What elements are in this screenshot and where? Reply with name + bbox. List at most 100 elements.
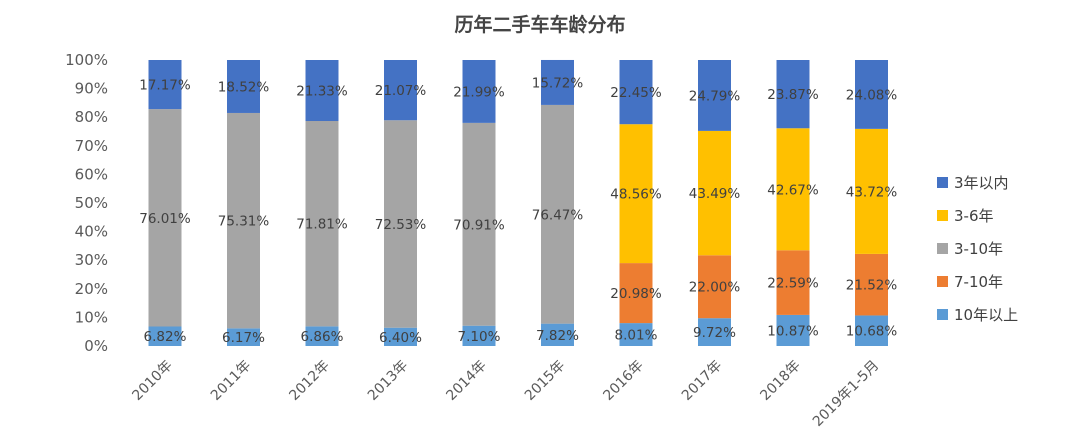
data-label: 15.72%: [532, 75, 584, 91]
legend: 3年以内 3-6年 3-10年 7-10年 10年以上: [937, 174, 1018, 324]
bar-segment: [462, 325, 496, 346]
data-label: 7.10%: [458, 329, 501, 345]
bar-column: 7.82% 76.47% 15.72%: [532, 59, 584, 346]
y-tick-label: 30%: [75, 251, 108, 269]
data-label: 21.33%: [296, 84, 348, 100]
data-label: 48.56%: [610, 187, 662, 203]
bar-segment: [619, 263, 653, 324]
data-label: 10.68%: [846, 324, 898, 340]
bar-segment: [776, 60, 810, 129]
legend-swatch: [937, 177, 948, 188]
bar-column: 10.68% 21.52% 43.72% 24.08%: [846, 60, 898, 346]
bar-segment: [776, 128, 810, 251]
legend-item: 10年以上: [937, 306, 1018, 324]
data-label: 6.82%: [144, 329, 187, 345]
y-tick-label: 90%: [75, 80, 108, 98]
x-tick-label: 2017年: [679, 358, 725, 404]
bar-segment: [148, 109, 182, 327]
bar-segment: [855, 60, 888, 129]
data-label: 18.52%: [218, 79, 270, 95]
chart-title: 历年二手车车龄分布: [454, 13, 625, 36]
data-label: 21.99%: [453, 84, 505, 100]
bar-segment: [541, 59, 574, 105]
bar-column: 6.17% 75.31% 18.52%: [218, 60, 270, 346]
bar-segment: [227, 112, 260, 329]
legend-label: 3-10年: [954, 240, 1003, 258]
x-tick-label: 2019年1-5月: [810, 358, 882, 430]
y-tick-label: 80%: [75, 108, 108, 126]
bar-segment: [619, 323, 653, 346]
bar-segment: [227, 328, 260, 346]
y-tick-label: 10%: [75, 308, 108, 326]
bar-segment: [462, 60, 496, 123]
data-label: 24.08%: [846, 87, 898, 103]
data-label: 76.47%: [532, 207, 584, 223]
data-label: 43.49%: [689, 186, 741, 202]
bar-segment: [541, 104, 574, 324]
y-axis: 0% 10% 20% 30% 40% 50% 60% 70% 80% 90% 100%: [65, 51, 108, 355]
x-tick-label: 2010年: [129, 358, 175, 404]
data-label: 76.01%: [139, 211, 191, 227]
y-tick-label: 50%: [75, 194, 108, 212]
bar-segment: [855, 315, 888, 346]
bar-segment: [541, 323, 574, 346]
legend-swatch: [937, 276, 948, 287]
bar-segment: [698, 60, 731, 131]
y-tick-label: 20%: [75, 280, 108, 298]
x-tick-label: 2011年: [208, 358, 254, 404]
bar-column: 7.10% 70.91% 21.99%: [453, 60, 505, 346]
y-tick-label: 70%: [75, 137, 108, 155]
data-label: 20.98%: [610, 286, 662, 302]
y-tick-label: 0%: [84, 337, 108, 355]
bar-segment: [698, 255, 731, 319]
bar-segment: [776, 314, 810, 346]
x-tick-label: 2014年: [443, 358, 489, 404]
bar-column: 6.86% 71.81% 21.33%: [296, 60, 348, 346]
bar-segment: [384, 120, 417, 328]
data-label: 21.52%: [846, 278, 898, 294]
data-label: 22.45%: [610, 85, 662, 101]
bar-segment: [619, 60, 653, 125]
data-label: 23.87%: [767, 87, 819, 103]
x-tick-label: 2013年: [365, 358, 411, 404]
x-tick-label: 2018年: [757, 358, 803, 404]
data-label: 24.79%: [689, 88, 741, 104]
legend-swatch: [937, 309, 948, 320]
bar-segment: [776, 250, 810, 315]
data-label: 17.17%: [139, 78, 191, 94]
bar-column: 9.72% 22.00% 43.49% 24.79%: [689, 60, 741, 346]
bar-segment: [698, 130, 731, 256]
x-axis: 2010年 2011年 2012年 2013年 2014年 2015年 2016年 2017年…: [129, 358, 882, 430]
bar-segment: [384, 327, 417, 346]
data-label: 70.91%: [453, 217, 505, 233]
data-label: 72.53%: [375, 217, 427, 233]
legend-item: 3-6年: [937, 207, 994, 225]
x-tick-label: 2015年: [522, 358, 568, 404]
bar-segment: [462, 122, 496, 326]
y-tick-label: 100%: [65, 51, 108, 69]
bar-segment: [855, 253, 888, 316]
data-label: 6.17%: [222, 330, 265, 346]
legend-label: 3-6年: [954, 207, 994, 225]
bar-segment: [619, 124, 653, 264]
data-label: 10.87%: [767, 323, 819, 339]
data-label: 43.72%: [846, 184, 898, 200]
data-label: 42.67%: [767, 182, 819, 198]
bar-segment: [305, 326, 339, 346]
legend-item: 3-10年: [937, 240, 1003, 258]
legend-item: 3年以内: [937, 174, 1009, 192]
legend-label: 10年以上: [954, 306, 1018, 324]
bars-group: 6.82% 76.01% 17.17% 6.17% 75.31% 18.52% 6.86% 7…: [139, 59, 898, 346]
legend-item: 7-10年: [937, 273, 1003, 291]
data-label: 75.31%: [218, 214, 270, 230]
data-label: 22.00%: [689, 280, 741, 296]
data-label: 22.59%: [767, 276, 819, 292]
data-label: 6.40%: [379, 330, 422, 346]
y-tick-label: 60%: [75, 165, 108, 183]
data-label: 8.01%: [615, 328, 658, 344]
bar-column: 8.01% 20.98% 48.56% 22.45%: [610, 60, 662, 346]
bar-segment: [305, 60, 339, 122]
legend-swatch: [937, 210, 948, 221]
legend-swatch: [937, 243, 948, 254]
